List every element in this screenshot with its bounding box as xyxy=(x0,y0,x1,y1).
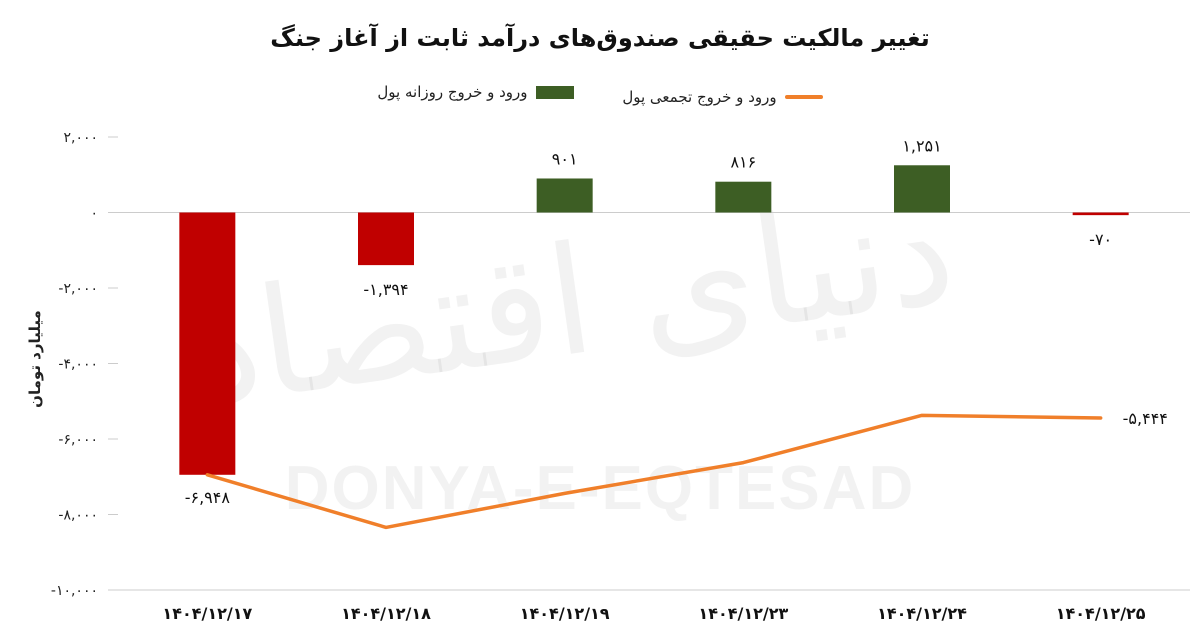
legend: ورود و خروج تجمعی پول ورود و خروج روزانه… xyxy=(0,83,1200,106)
bar xyxy=(894,165,950,213)
y-tick-label: -۶,۰۰۰ xyxy=(58,432,98,448)
bar xyxy=(1072,212,1129,216)
y-tick-label: -۸,۰۰۰ xyxy=(58,508,98,524)
x-tick-label: ۱۴۰۴/۱۲/۲۵ xyxy=(1056,604,1146,623)
legend-item-line: ورود و خروج تجمعی پول xyxy=(622,87,823,106)
x-tick-label: ۱۴۰۴/۱۲/۲۳ xyxy=(698,604,788,623)
legend-line-swatch xyxy=(784,94,823,99)
bar-data-label: ۸۱۶ xyxy=(730,153,756,172)
legend-item-bar: ورود و خروج روزانه پول xyxy=(377,83,574,101)
bar-data-label: -۶,۹۴۸ xyxy=(185,488,231,507)
cumulative-line xyxy=(205,413,1103,530)
bar-data-label: ۱,۲۵۱ xyxy=(902,136,941,155)
bar-data-label: -۱,۳۹۴ xyxy=(363,280,408,299)
legend-bar-swatch xyxy=(535,85,574,99)
bar xyxy=(536,178,593,213)
bar-data-label: ۹۰۱ xyxy=(552,149,578,168)
chart-title: تغییر مالکیت حقیقی صندوق‌های درآمد ثابت … xyxy=(270,24,930,52)
y-tick-label: ۲,۰۰۰ xyxy=(63,130,98,146)
x-tick-label: ۱۴۰۴/۱۲/۱۸ xyxy=(341,604,431,623)
line-data-label: -۵,۴۴۴ xyxy=(1123,409,1168,428)
y-tick-label: ۰ xyxy=(90,206,98,222)
legend-line-label: ورود و خروج تجمعی پول xyxy=(622,87,777,106)
x-tick-label: ۱۴۰۴/۱۲/۱۹ xyxy=(520,604,610,623)
y-tick-label: -۲,۰۰۰ xyxy=(58,281,98,297)
bar xyxy=(358,212,414,266)
bar xyxy=(179,212,236,475)
x-tick-label: ۱۴۰۴/۱۲/۱۷ xyxy=(162,604,252,623)
legend-bar-label: ورود و خروج روزانه پول xyxy=(377,83,528,101)
y-tick-label: -۴,۰۰۰ xyxy=(58,357,98,373)
x-tick-label: ۱۴۰۴/۱۲/۲۴ xyxy=(877,604,967,623)
bar xyxy=(715,181,772,213)
y-tick-label: -۱۰,۰۰۰ xyxy=(51,583,98,599)
bar-data-label: -۷۰ xyxy=(1089,230,1112,249)
